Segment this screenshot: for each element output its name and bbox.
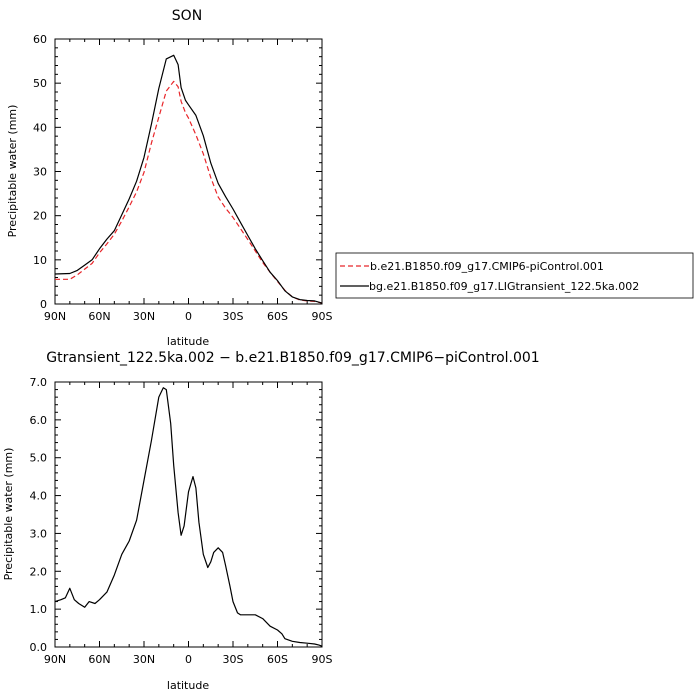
y-tick-label: 20 (33, 210, 47, 223)
y-tick-label: 0 (40, 298, 47, 311)
y-tick-label: 3.0 (30, 527, 48, 540)
y-tick-label: 4.0 (30, 490, 48, 503)
series-line (54, 387, 323, 647)
x-tick-label: 90N (44, 653, 66, 666)
bottom-panel: Gtransient_122.5ka.002 − b.e21.B1850.f09… (2, 350, 540, 692)
y-tick-label: 40 (33, 121, 47, 134)
y-tick-label: 6.0 (30, 414, 48, 427)
x-tick-label: 90N (44, 310, 66, 323)
series-line (54, 54, 323, 304)
top-chart-title: SON (172, 8, 202, 24)
y-tick-label: 30 (33, 166, 47, 179)
bottom-axis-ticks: 90N 60N 30N 0 30S 60S 90S 0.0 1.0 2.0 3.0 4.0 5.0 6.0… (30, 376, 333, 666)
legend-box (335, 252, 694, 299)
y-tick-label: 10 (33, 254, 47, 267)
legend: b.e21.B1850.f09_g17.CMIP6-piControl.001 … (335, 252, 694, 299)
x-tick-label: 30S (223, 310, 244, 323)
top-panel: SON 90N 60N 30N 0 30S 60S 90S 0 10 20 30 40 50 60 lat… (6, 8, 333, 348)
top-series-group (54, 54, 323, 304)
x-tick-label: 60S (267, 310, 288, 323)
bottom-series-group (54, 387, 323, 647)
y-tick-label: 60 (33, 33, 47, 46)
x-tick-label: 0 (185, 310, 192, 323)
top-y-axis-label: Precipitable water (mm) (6, 105, 19, 238)
y-tick-label: 5.0 (30, 452, 48, 465)
y-tick-label: 1.0 (30, 603, 48, 616)
y-tick-label: 7.0 (30, 376, 48, 389)
top-x-axis-label: latitude (167, 335, 209, 348)
bottom-x-axis-label: latitude (167, 679, 209, 692)
x-tick-label: 90S (312, 653, 333, 666)
x-tick-label: 60S (267, 653, 288, 666)
legend-label-control: b.e21.B1850.f09_g17.CMIP6-piControl.001 (370, 260, 604, 273)
x-tick-label: 30S (223, 653, 244, 666)
bottom-plot-frame (54, 381, 323, 648)
legend-label-ligtransient: bg.e21.B1850.f09_g17.LIGtransient_122.5k… (369, 280, 639, 293)
bottom-y-axis-label: Precipitable water (mm) (2, 448, 15, 581)
x-tick-label: 90S (312, 310, 333, 323)
series-line (55, 80, 323, 304)
y-tick-label: 0.0 (30, 641, 48, 654)
x-tick-label: 0 (185, 653, 192, 666)
top-plot-frame (54, 38, 323, 305)
y-tick-label: 2.0 (30, 565, 48, 578)
top-axis-ticks: 90N 60N 30N 0 30S 60S 90S 0 10 20 30 40 50 60 (33, 33, 333, 323)
x-tick-label: 60N (88, 653, 110, 666)
bottom-chart-title: Gtransient_122.5ka.002 − b.e21.B1850.f09… (46, 350, 539, 366)
x-tick-label: 60N (88, 310, 110, 323)
y-tick-label: 50 (33, 77, 47, 90)
x-tick-label: 30N (133, 310, 155, 323)
x-tick-label: 30N (133, 653, 155, 666)
